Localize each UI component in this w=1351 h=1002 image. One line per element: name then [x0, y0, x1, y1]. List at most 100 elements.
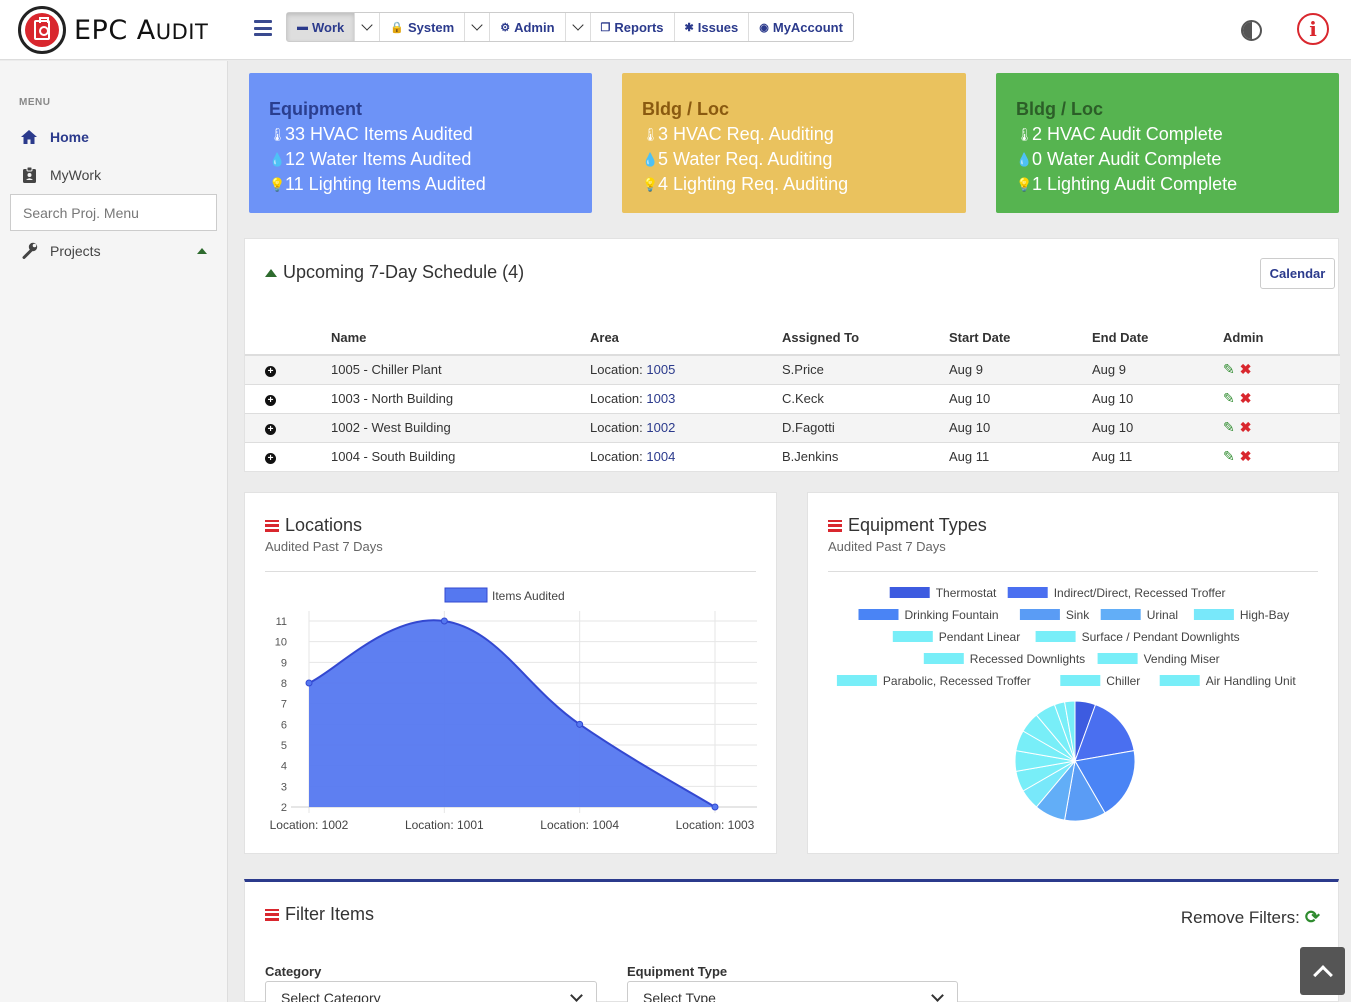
edit-icon[interactable]: ✎ — [1223, 448, 1235, 465]
sidebar-item-projects[interactable]: Projects — [20, 242, 101, 259]
pie-slice[interactable] — [1064, 700, 1076, 762]
area-prefix: Location: — [590, 449, 647, 465]
data-point[interactable] — [711, 803, 719, 811]
project-menu-search-input[interactable]: Search Proj. Menu — [10, 194, 217, 231]
x-tick-label: Location: 1003 — [676, 818, 755, 832]
schedule-table: Name Area Assigned To Start Date End Dat… — [245, 321, 1340, 471]
nav-issues-label: Issues — [697, 19, 739, 35]
location-link[interactable]: 1004 — [646, 449, 676, 465]
locations-area-chart[interactable]: 2 3 4 5 6 7 8 9 10 11 Location: 1002 Location: 1001… — [245, 583, 778, 853]
equipment-types-subtitle: Audited Past 7 Days — [828, 539, 946, 554]
plus-circle-icon[interactable]: + — [265, 424, 276, 435]
lightbulb-icon: 💡 — [269, 177, 286, 192]
y-tick-label: 11 — [276, 616, 287, 628]
equipment-types-chart-panel: Equipment Types Audited Past 7 Days Ther… — [807, 492, 1339, 854]
sidebar-item-mywork[interactable]: MyWork — [20, 167, 101, 183]
data-point[interactable] — [576, 720, 584, 728]
edit-icon[interactable]: ✎ — [1223, 419, 1235, 435]
area-prefix: Location: — [590, 420, 647, 435]
category-select[interactable]: Select Category — [265, 981, 597, 1002]
data-point[interactable] — [305, 679, 313, 687]
location-link[interactable]: 1002 — [646, 420, 676, 435]
equipment-types-title: Equipment Types — [828, 515, 987, 536]
delete-icon[interactable]: ✖ — [1239, 361, 1252, 378]
plus-circle-icon[interactable]: + — [265, 453, 276, 465]
name-cell: 1004 - South Building — [331, 441, 590, 471]
nav-system-button[interactable]: 🔒 System — [380, 13, 466, 41]
info-icon[interactable]: i — [1297, 13, 1329, 45]
sidebar-item-label: Projects — [50, 242, 101, 259]
expand-cell: + — [245, 383, 331, 413]
plus-circle-icon[interactable]: + — [265, 366, 276, 378]
delete-icon[interactable]: ✖ — [1239, 390, 1252, 406]
nav-reports-button[interactable]: ❐ Reports — [591, 13, 675, 41]
remove-filters[interactable]: Remove Filters: ⟳ — [1181, 907, 1320, 928]
nav-issues-button[interactable]: ✱ Issues — [675, 13, 750, 41]
legend-label: Urinal — [1147, 608, 1178, 622]
delete-icon[interactable]: ✖ — [1239, 419, 1252, 435]
plus-circle-icon[interactable]: + — [265, 395, 276, 406]
legend-label: Pendant Linear — [939, 630, 1020, 644]
nav-admin-label: Admin — [514, 19, 555, 35]
start-date-cell: Aug 9 — [949, 354, 1092, 384]
legend-swatch — [1100, 609, 1141, 620]
brand-logo[interactable]: EPC AUDIT — [18, 6, 208, 54]
edit-icon[interactable]: ✎ — [1223, 390, 1235, 406]
area-fill — [309, 620, 715, 807]
equipment-types-pie-chart[interactable]: Thermostat Indirect/Direct, Recessed Trof… — [808, 583, 1340, 853]
x-tick-label: Location: 1001 — [405, 818, 484, 832]
list-icon — [828, 519, 842, 532]
divider — [828, 571, 1318, 572]
nav-system-dropdown[interactable] — [465, 13, 491, 41]
water-drop-icon: 💧 — [642, 152, 659, 167]
list-icon — [265, 519, 279, 532]
data-point[interactable] — [440, 617, 448, 625]
expand-column-header — [245, 321, 331, 356]
scroll-to-top-button[interactable] — [1300, 947, 1345, 995]
nav-system-label: System — [407, 19, 455, 35]
y-tick-label: 3 — [281, 781, 287, 793]
menu-title: MENU — [19, 97, 51, 108]
y-tick-label: 6 — [281, 719, 287, 731]
pie-slice[interactable] — [1074, 703, 1135, 762]
theme-toggle-icon[interactable] — [1241, 20, 1262, 41]
collapse-triangle-icon[interactable] — [197, 248, 207, 254]
x-tick-label: Location: 1004 — [540, 818, 619, 832]
y-tick-label: 5 — [281, 740, 287, 752]
location-link[interactable]: 1005 — [646, 362, 676, 378]
brand-name: EPC AUDIT — [74, 14, 209, 46]
edit-icon[interactable]: ✎ — [1223, 361, 1235, 378]
name-cell: 1002 - West Building — [331, 412, 590, 442]
nav-work-button[interactable]: ▬ Work — [287, 13, 356, 41]
legend-label: Parabolic, Recessed Troffer — [883, 674, 1031, 688]
location-link[interactable]: 1003 — [646, 391, 676, 406]
expand-cell: + — [245, 441, 331, 471]
card-line-text: 0 Water Audit Complete — [1032, 149, 1222, 169]
series-line — [308, 619, 716, 808]
name-cell: 1003 - North Building — [331, 383, 590, 413]
schedule-title[interactable]: Upcoming 7-Day Schedule (4) — [265, 262, 524, 283]
locations-title: Locations — [265, 515, 362, 536]
nav-work-dropdown[interactable] — [355, 13, 381, 41]
calendar-button[interactable]: Calendar — [1260, 258, 1335, 289]
locations-subtitle: Audited Past 7 Days — [265, 539, 383, 554]
equipment-type-select[interactable]: Select Type — [627, 981, 958, 1002]
card-line: 🌡 3 HVAC Req. Auditing — [642, 122, 946, 147]
pie-slice[interactable] — [1074, 750, 1136, 814]
nav-admin-button[interactable]: ⚙ Admin — [490, 13, 566, 41]
sidebar-toggle-button[interactable] — [254, 20, 272, 36]
nav-admin-dropdown[interactable] — [566, 13, 591, 41]
delete-icon[interactable]: ✖ — [1239, 448, 1252, 465]
nav-myaccount-button[interactable]: ◉ MyAccount — [749, 13, 853, 41]
bug-icon: ✱ — [684, 21, 694, 34]
wrench-icon — [20, 242, 38, 259]
start-date-cell: Aug 10 — [949, 412, 1092, 442]
assigned-column-header: Assigned To — [782, 321, 949, 356]
y-tick-label: 7 — [281, 699, 287, 711]
legend-swatch — [1159, 675, 1200, 686]
refresh-icon[interactable]: ⟳ — [1304, 907, 1320, 927]
panel-title-text: Equipment Types — [848, 515, 987, 535]
top-navbar: EPC AUDIT ▬ Work 🔒 System ⚙ Admin ❐ Reports … — [0, 0, 1351, 60]
sidebar-item-home[interactable]: Home — [20, 129, 89, 145]
legend-swatch — [923, 653, 964, 664]
